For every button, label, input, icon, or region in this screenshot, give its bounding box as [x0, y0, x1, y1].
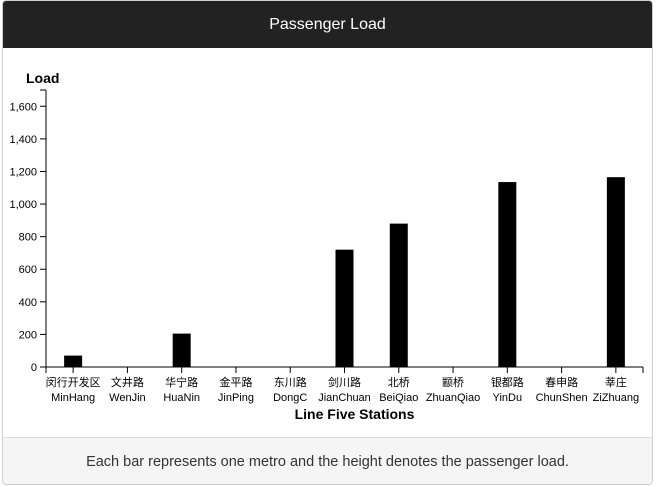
bar — [389, 223, 408, 367]
x-tick-label-zh: 华宁路 — [165, 375, 198, 389]
x-tick-label-zh: 东川路 — [274, 376, 307, 389]
x-tick-label-zh: 文井路 — [111, 375, 144, 389]
x-tick-label-en: BeiQiao — [379, 392, 418, 404]
panel-body: 0 200 400 600 800 1,000 1,200 1,400 1,600 Load 闵行开… — [3, 48, 652, 437]
y-tick-label: 400 — [19, 297, 37, 309]
x-tick-label-en: YinDu — [493, 392, 523, 404]
x-tick-label-en: DongC — [273, 392, 307, 404]
x-tick-label-en: JianChuan — [318, 392, 371, 404]
x-tick-label-en: ZhuanQiao — [426, 392, 480, 404]
bar — [498, 182, 517, 367]
panel-title: Passenger Load — [269, 15, 386, 33]
y-tick-label: 1,400 — [9, 134, 37, 146]
panel-footer: Each bar represents one metro and the he… — [3, 437, 652, 484]
chart-caption: Each bar represents one metro and the he… — [86, 454, 569, 470]
y-tick-label: 1,600 — [9, 101, 37, 113]
y-axis-label: Load — [26, 70, 59, 86]
panel-header: Passenger Load — [3, 1, 652, 48]
x-tick-label-zh: 北桥 — [388, 376, 410, 389]
bar — [335, 249, 354, 367]
y-tick-label: 800 — [19, 232, 37, 244]
x-tick-label-zh: 金平路 — [219, 375, 252, 389]
y-tick-label: 1,000 — [9, 199, 37, 211]
x-tick-label-zh: 春申路 — [545, 376, 578, 389]
x-tick-label-en: JinPing — [218, 392, 254, 404]
x-tick-label-zh: 剑川路 — [328, 375, 361, 389]
x-tick-label-zh: 颛桥 — [442, 375, 464, 389]
x-tick-label-zh: 莘庄 — [605, 375, 627, 389]
x-tick-label-en: HuaNin — [163, 392, 200, 404]
x-tick-label-en: ChunShen — [536, 392, 588, 404]
x-tick-label-en: WenJin — [109, 392, 145, 404]
x-tick-label-zh: 银都路 — [491, 375, 524, 389]
x-tick-label-en: ZiZhuang — [593, 392, 639, 404]
y-tick-label: 600 — [19, 264, 37, 276]
bar — [172, 333, 191, 367]
x-tick-label-zh: 闵行开发区 — [46, 375, 101, 389]
x-tick-label-en: MinHang — [51, 392, 95, 404]
bar — [64, 355, 83, 367]
x-axis-label: Line Five Stations — [295, 406, 415, 422]
bar-chart: 0 200 400 600 800 1,000 1,200 1,400 1,600 Load 闵行开… — [9, 70, 644, 422]
y-tick-label: 200 — [19, 329, 37, 341]
y-tick-label: 1,200 — [9, 166, 37, 178]
bar — [606, 177, 625, 367]
y-tick-label: 0 — [31, 362, 37, 374]
